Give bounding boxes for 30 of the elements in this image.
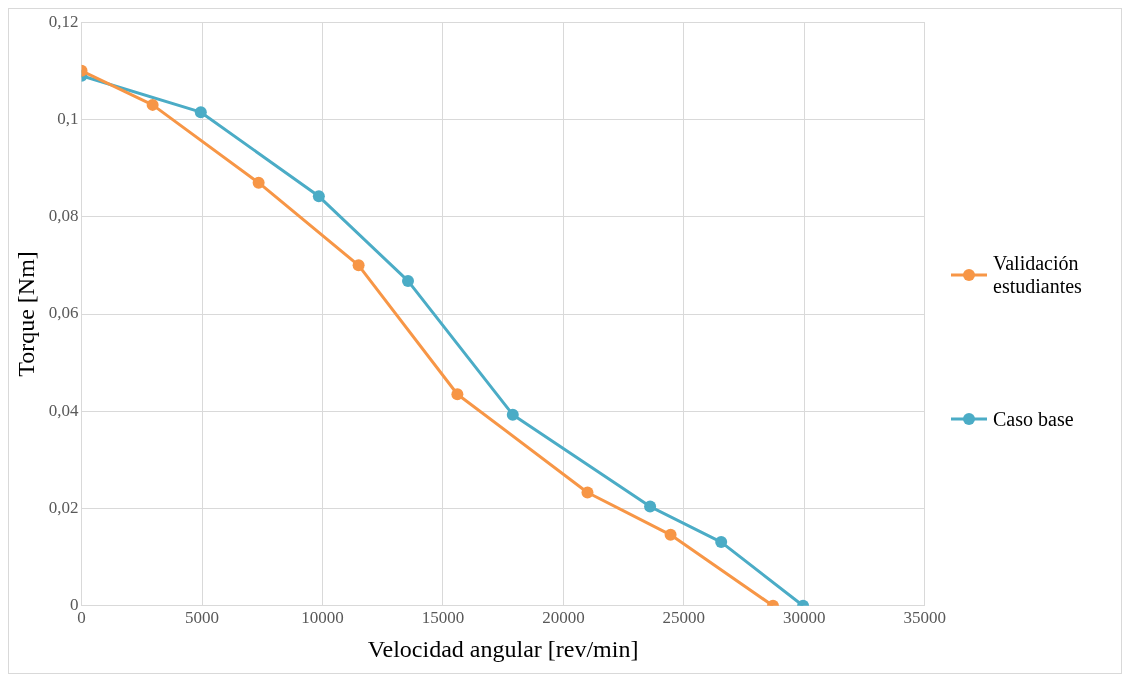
x-tick-label: 25000 [662, 608, 706, 628]
legend-label: Validación estudiantes [993, 251, 1083, 298]
point [252, 176, 265, 189]
point [506, 408, 519, 421]
point [194, 106, 207, 119]
y-tick-label: 0,06 [48, 303, 79, 323]
point [146, 98, 159, 111]
y-tick-label: 0,12 [48, 11, 79, 31]
x-tick-label: 5000 [185, 608, 220, 628]
point [401, 274, 414, 287]
point [715, 536, 728, 549]
y-tick-label: 0,1 [57, 108, 79, 128]
x-tick-label: 20000 [542, 608, 585, 628]
legend-label: Caso base [993, 407, 1075, 431]
x-tick-label: 30000 [783, 608, 826, 628]
x-tick-label: 15000 [421, 608, 465, 628]
point [644, 500, 657, 513]
x-axis-title: Velocidad angular [rev/min] [367, 635, 639, 662]
y-tick-label: 0,08 [48, 206, 79, 226]
point [581, 486, 594, 499]
y-tick-label: 0 [70, 595, 79, 615]
point [312, 190, 325, 203]
point [352, 259, 365, 272]
y-tick-label: 0,02 [48, 498, 79, 517]
x-tick-label: 35000 [903, 608, 946, 628]
point [451, 388, 464, 401]
y-axis-title: Torque [Nm] [12, 251, 39, 377]
y-tick-label: 0,04 [48, 400, 80, 420]
x-tick-label: 10000 [301, 608, 344, 628]
point [664, 528, 677, 541]
